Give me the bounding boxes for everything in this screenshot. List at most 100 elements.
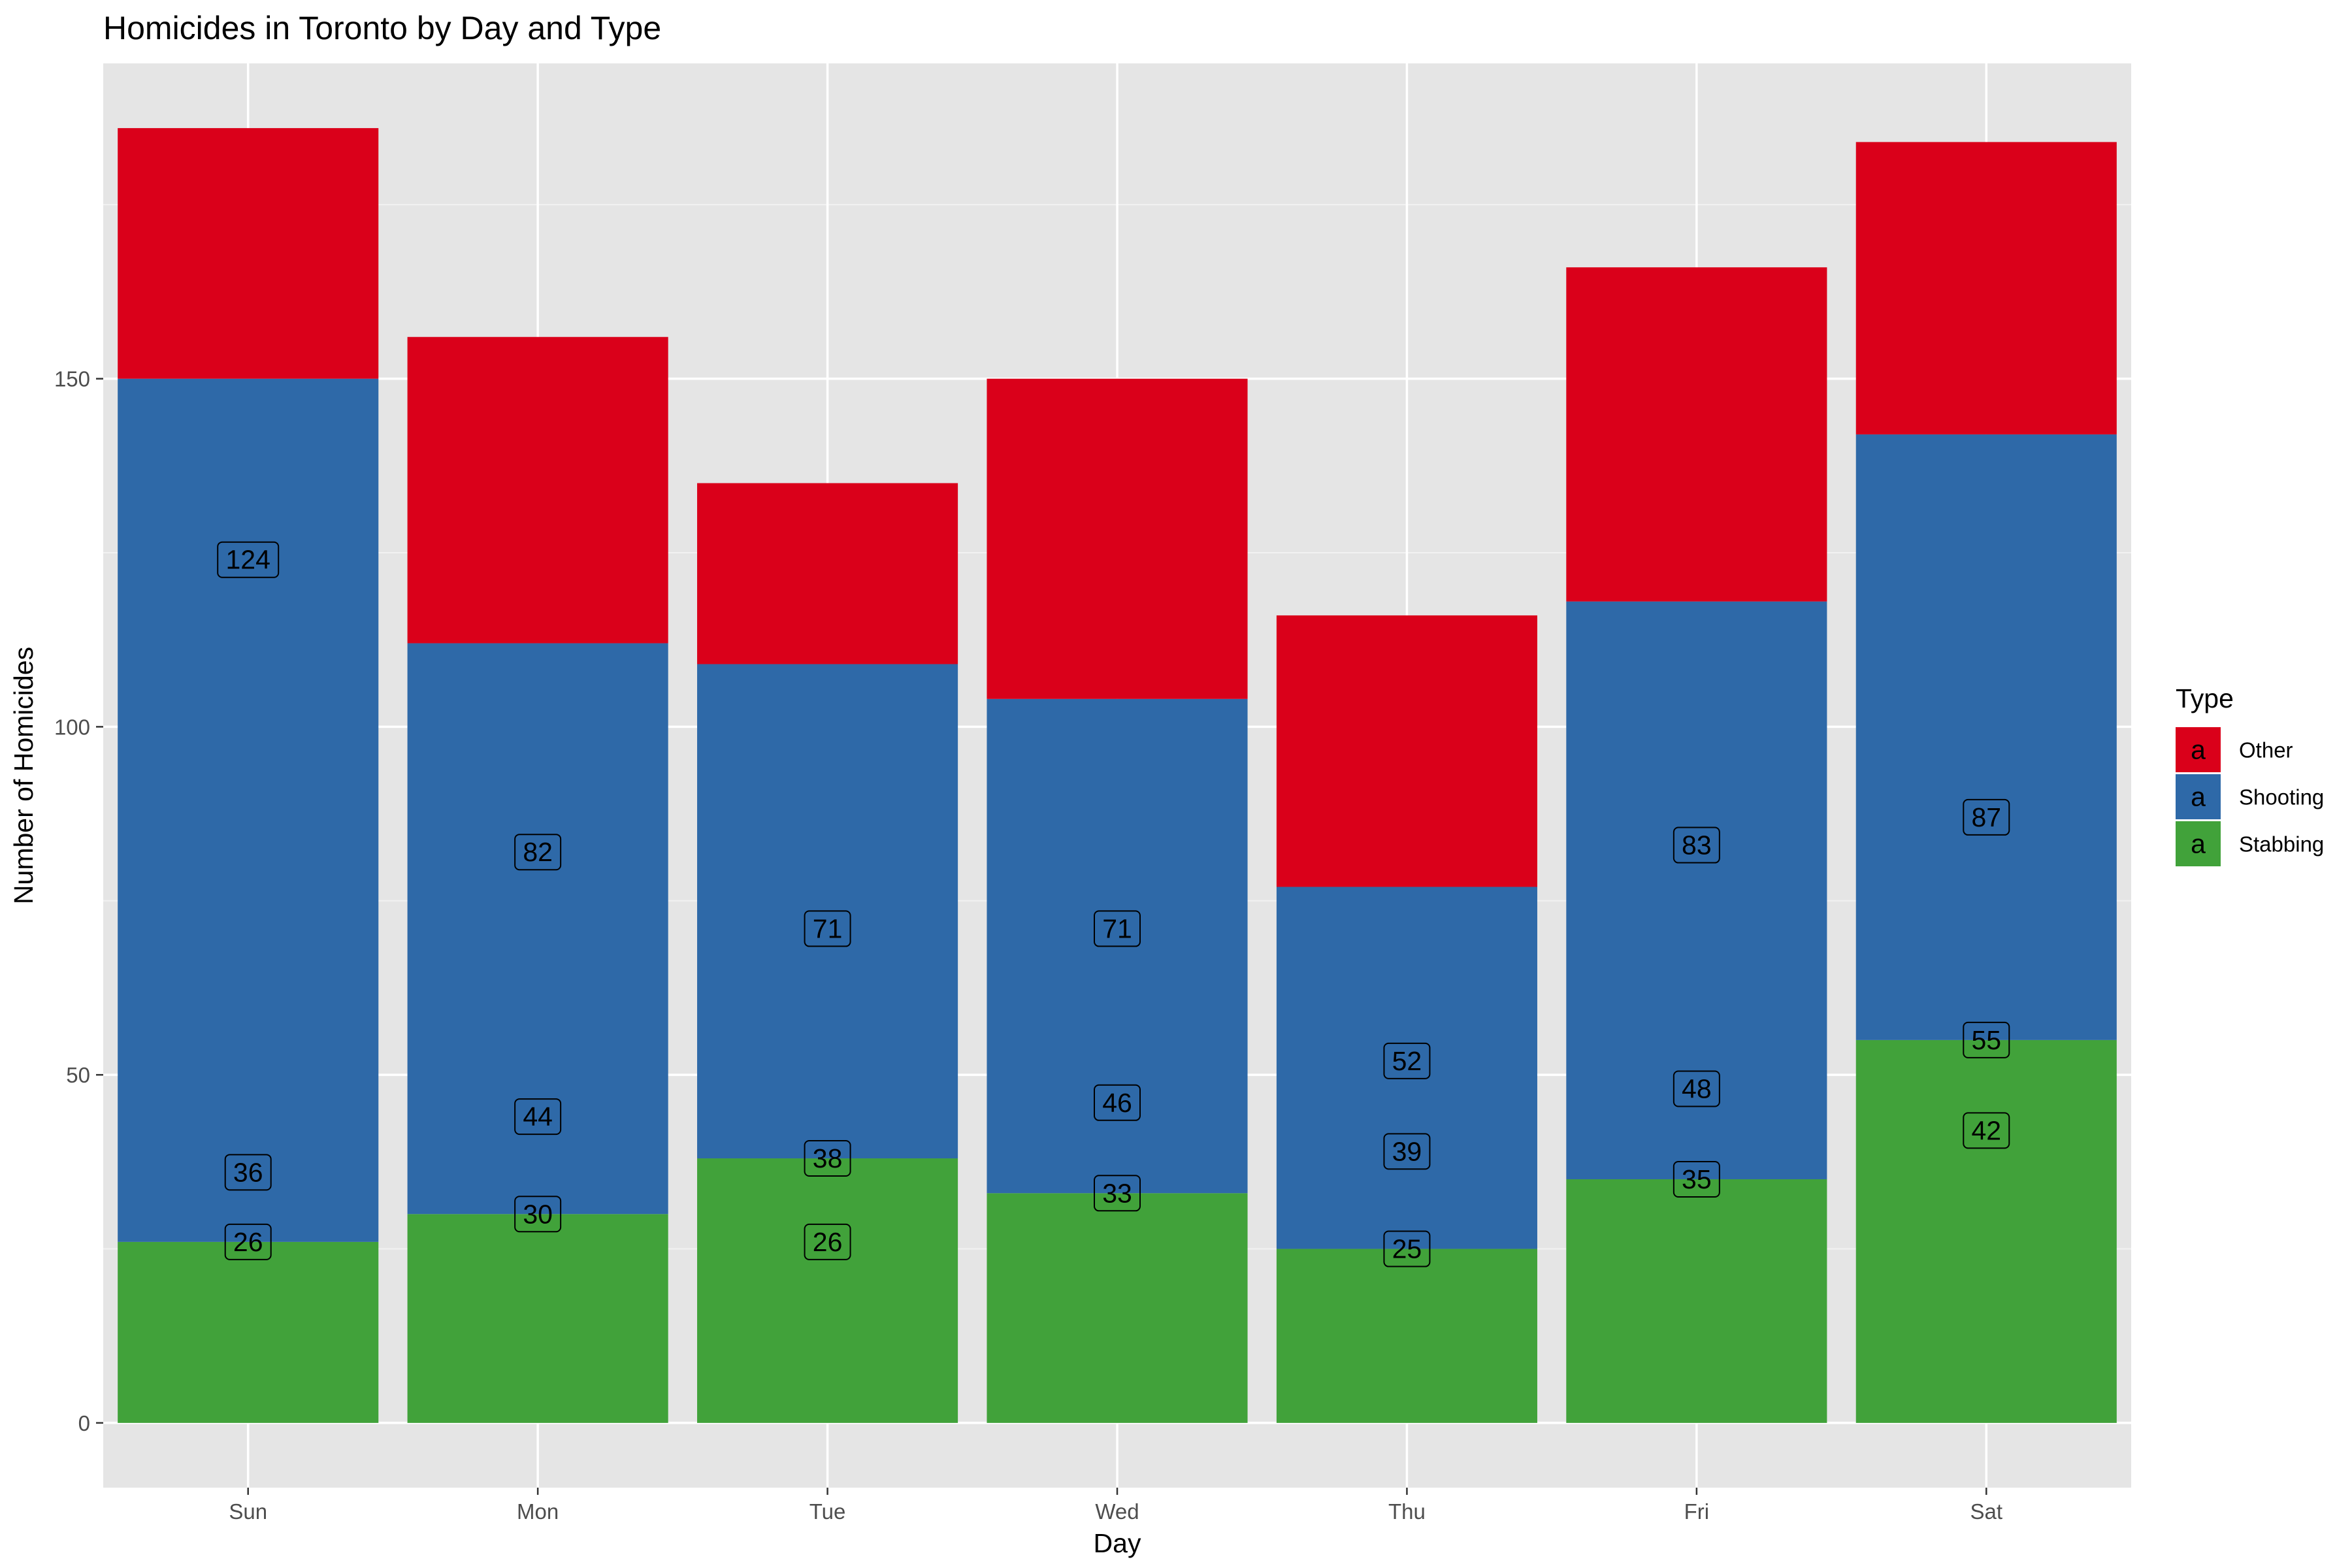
data-label-box bbox=[804, 910, 851, 947]
data-label-stabbing-sat: 55 bbox=[1963, 1021, 2010, 1058]
data-label-box bbox=[1673, 1160, 1720, 1198]
legend-label-shooting: Shooting bbox=[2239, 785, 2324, 809]
data-label-text: 124 bbox=[226, 545, 270, 575]
data-label-other-sun: 36 bbox=[224, 1154, 272, 1191]
y-axis: 0 50 100 150 bbox=[54, 367, 103, 1435]
data-label-other-wed: 46 bbox=[1094, 1084, 1141, 1121]
bar-other-wed bbox=[987, 378, 1248, 699]
data-label-box bbox=[224, 1223, 272, 1260]
data-label-other-sat: 42 bbox=[1963, 1112, 2010, 1149]
data-label-text: 33 bbox=[1102, 1178, 1132, 1208]
data-label-box bbox=[1673, 826, 1720, 864]
data-label-other-tue: 26 bbox=[804, 1223, 851, 1260]
bar-stabbing-sat bbox=[1855, 1039, 2117, 1423]
x-tick-label-sun: Sun bbox=[229, 1499, 267, 1524]
x-axis: Sun Mon Tue Wed Thu Fri Sat bbox=[229, 1488, 2002, 1524]
data-label-text: 55 bbox=[1971, 1025, 2001, 1055]
bar-other-mon bbox=[407, 336, 668, 644]
data-label-other-mon: 44 bbox=[514, 1098, 562, 1135]
data-labels: 26 124 36 30 82 44 38 71 26 33 71 46 25 52 39 35 83 48 55 8… bbox=[217, 541, 2010, 1267]
x-tick-label-fri: Fri bbox=[1684, 1499, 1709, 1524]
bar-stabbing-thu bbox=[1276, 1249, 1537, 1423]
legend-label-stabbing: Stabbing bbox=[2239, 832, 2324, 857]
data-label-box bbox=[1383, 1133, 1431, 1170]
y-axis-title: Number of Homicides bbox=[8, 647, 39, 904]
data-label-box bbox=[514, 1098, 562, 1135]
data-label-text: 71 bbox=[813, 913, 843, 943]
data-label-shooting-sat: 87 bbox=[1963, 798, 2010, 836]
data-label-box bbox=[1383, 1230, 1431, 1267]
data-label-stabbing-wed: 33 bbox=[1094, 1175, 1141, 1212]
legend-key-glyph: a bbox=[2191, 782, 2206, 812]
legend-item-shooting: a Shooting bbox=[2176, 774, 2324, 819]
bar-other-thu bbox=[1276, 615, 1537, 887]
data-label-stabbing-fri: 35 bbox=[1673, 1160, 1720, 1198]
data-label-text: 35 bbox=[1682, 1164, 1712, 1194]
bar-stabbing-sun bbox=[118, 1241, 379, 1423]
bar-shooting-sat bbox=[1855, 434, 2117, 1040]
data-label-text: 52 bbox=[1392, 1046, 1422, 1076]
data-label-text: 87 bbox=[1971, 802, 2001, 832]
chart-title: Homicides in Toronto by Day and Type bbox=[103, 10, 661, 46]
data-label-shooting-sun: 124 bbox=[217, 541, 280, 578]
data-label-text: 25 bbox=[1392, 1234, 1422, 1264]
data-label-box bbox=[804, 1140, 851, 1177]
data-label-text: 46 bbox=[1102, 1088, 1132, 1118]
bar-stabbing-tue bbox=[697, 1158, 958, 1423]
x-tick-label-sat: Sat bbox=[1970, 1499, 2003, 1524]
bar-stabbing-mon bbox=[407, 1214, 668, 1423]
data-label-text: 39 bbox=[1392, 1136, 1422, 1166]
bar-other-sat bbox=[1855, 142, 2117, 434]
data-label-text: 44 bbox=[523, 1102, 553, 1132]
data-label-shooting-tue: 71 bbox=[804, 910, 851, 947]
bar-other-fri bbox=[1566, 267, 1827, 602]
data-label-text: 42 bbox=[1971, 1115, 2001, 1145]
bar-other-sun bbox=[118, 128, 379, 379]
data-label-box bbox=[1963, 1112, 2010, 1149]
legend-key-glyph: a bbox=[2191, 735, 2206, 765]
y-tick-label: 100 bbox=[54, 715, 90, 739]
data-label-box bbox=[1963, 798, 2010, 836]
data-label-other-fri: 48 bbox=[1673, 1070, 1720, 1107]
data-label-box bbox=[1673, 1070, 1720, 1107]
legend-key-other bbox=[2176, 727, 2221, 772]
data-label-text: 71 bbox=[1102, 913, 1132, 943]
data-label-stabbing-tue: 38 bbox=[804, 1140, 851, 1177]
y-tick-label: 50 bbox=[66, 1063, 90, 1087]
data-label-shooting-fri: 83 bbox=[1673, 826, 1720, 864]
data-label-box bbox=[1094, 1084, 1141, 1121]
x-axis-title: Day bbox=[1094, 1528, 1141, 1558]
legend-label-other: Other bbox=[2239, 738, 2293, 762]
data-label-stabbing-sun: 26 bbox=[224, 1223, 272, 1260]
legend-key-shooting bbox=[2176, 774, 2221, 819]
legend-key-glyph: a bbox=[2191, 829, 2206, 859]
bar-shooting-thu bbox=[1276, 887, 1537, 1249]
data-label-stabbing-thu: 25 bbox=[1383, 1230, 1431, 1267]
data-label-text: 36 bbox=[233, 1157, 263, 1187]
data-label-box bbox=[217, 541, 280, 578]
legend-item-other: a Other bbox=[2176, 727, 2293, 772]
y-tick-label: 150 bbox=[54, 367, 90, 391]
y-tick-label: 0 bbox=[78, 1411, 90, 1435]
data-label-stabbing-mon: 30 bbox=[514, 1196, 562, 1233]
legend-items: a Other a Shooting a Stabbing bbox=[2176, 727, 2324, 866]
bar-shooting-fri bbox=[1566, 601, 1827, 1179]
data-label-box bbox=[804, 1223, 851, 1260]
data-label-text: 38 bbox=[813, 1143, 843, 1173]
bar-shooting-mon bbox=[407, 643, 668, 1215]
data-label-text: 26 bbox=[813, 1227, 843, 1257]
data-label-box bbox=[224, 1154, 272, 1191]
data-label-text: 83 bbox=[1682, 830, 1712, 860]
x-tick-label-mon: Mon bbox=[517, 1499, 559, 1524]
x-tick-label-tue: Tue bbox=[809, 1499, 846, 1524]
bars bbox=[118, 128, 2117, 1423]
legend-key-stabbing bbox=[2176, 821, 2221, 866]
legend-item-stabbing: a Stabbing bbox=[2176, 821, 2324, 866]
x-tick-label-thu: Thu bbox=[1388, 1499, 1426, 1524]
bar-other-tue bbox=[697, 483, 958, 664]
data-label-box bbox=[1383, 1042, 1431, 1079]
data-label-other-thu: 39 bbox=[1383, 1133, 1431, 1170]
legend: Type a Other a Shooting a Stabbing bbox=[2176, 683, 2324, 866]
data-label-text: 26 bbox=[233, 1227, 263, 1257]
